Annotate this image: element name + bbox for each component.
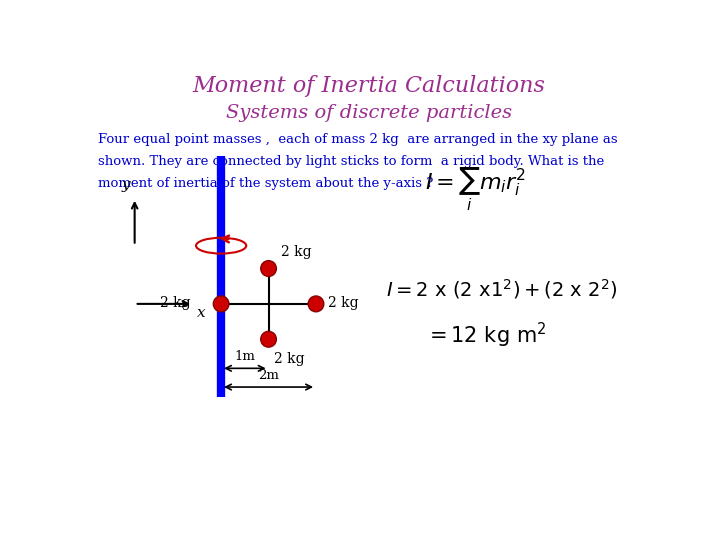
Text: 2m: 2m [258, 369, 279, 382]
Ellipse shape [213, 296, 229, 312]
Text: $I = 2\ \mathrm{x}\ (2\ \mathrm{x}1^2) + (2\ \mathrm{x}\ 2^2)$: $I = 2\ \mathrm{x}\ (2\ \mathrm{x}1^2) +… [386, 278, 617, 301]
Text: x: x [197, 306, 206, 320]
Text: 1m: 1m [235, 350, 256, 363]
Text: 2 kg: 2 kg [281, 245, 312, 259]
Text: Systems of discrete particles: Systems of discrete particles [226, 104, 512, 122]
Ellipse shape [261, 332, 276, 347]
Text: moment of inertia of the system about the y-axis ?: moment of inertia of the system about th… [99, 177, 433, 190]
Text: y: y [122, 178, 130, 192]
Text: Moment of Inertia Calculations: Moment of Inertia Calculations [192, 75, 546, 97]
Text: $I = \sum_i m_i r_i^2$: $I = \sum_i m_i r_i^2$ [425, 166, 526, 213]
Text: $= 12\ \mathrm{kg}\ \mathrm{m}^2$: $= 12\ \mathrm{kg}\ \mathrm{m}^2$ [425, 320, 546, 350]
Ellipse shape [261, 261, 276, 276]
Text: 2 kg: 2 kg [328, 295, 359, 309]
Text: shown. They are connected by light sticks to form  a rigid body. What is the: shown. They are connected by light stick… [99, 155, 605, 168]
Text: Four equal point masses ,  each of mass 2 kg  are arranged in the xy plane as: Four equal point masses , each of mass 2… [99, 133, 618, 146]
Text: 2 kg: 2 kg [160, 295, 190, 309]
Text: 2 kg: 2 kg [274, 352, 305, 366]
Ellipse shape [308, 296, 324, 312]
